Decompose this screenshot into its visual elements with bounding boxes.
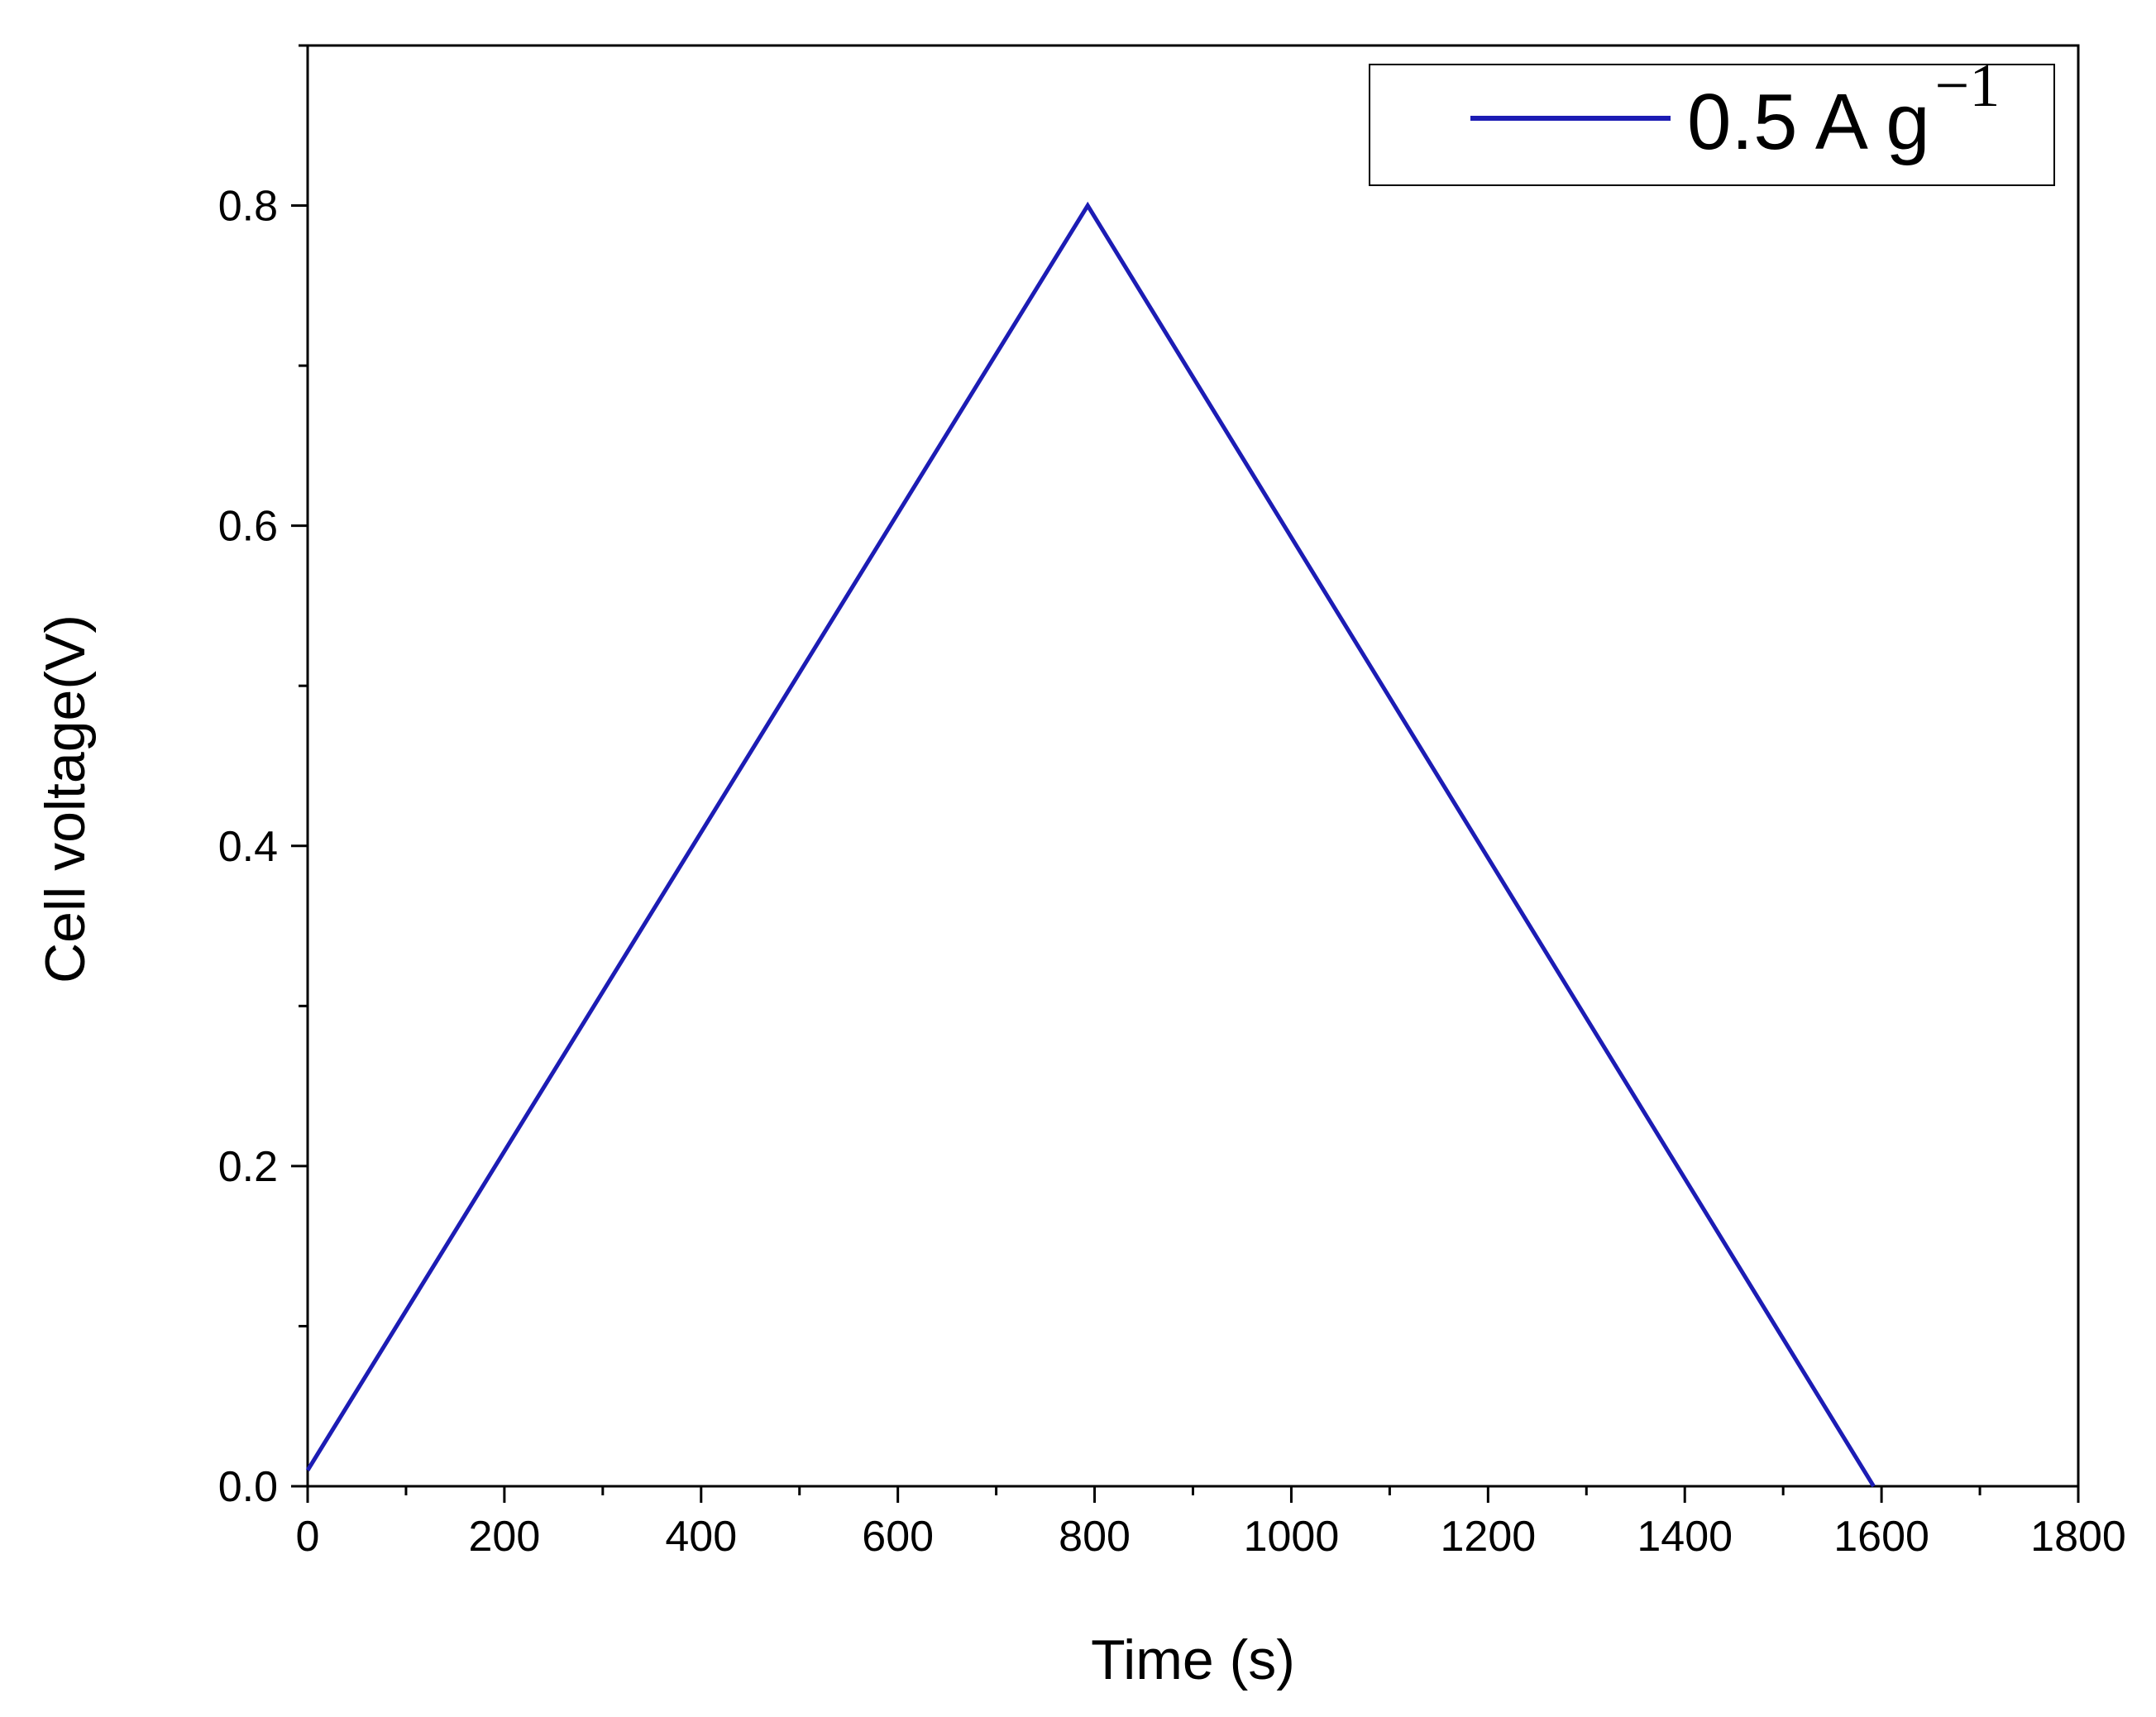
x-tick-label: 1200: [1440, 1513, 1536, 1561]
x-tick-label: 800: [1059, 1513, 1131, 1561]
x-tick-label: 1400: [1637, 1513, 1733, 1561]
x-tick-label: 600: [862, 1513, 934, 1561]
x-tick-label: 1000: [1244, 1513, 1340, 1561]
y-tick-label: 0.2: [218, 1143, 278, 1191]
y-tick-label: 0.0: [218, 1463, 278, 1511]
x-tick-label: 0: [296, 1513, 320, 1561]
legend: 0.5 A g−1: [1369, 52, 2055, 186]
legend-series-name: 0.5 A g: [1687, 78, 1930, 166]
x-tick-label: 200: [469, 1513, 541, 1561]
series-layer: [305, 201, 1876, 1488]
x-axis-title: Time (s): [1091, 1629, 1295, 1691]
x-tick-label: 1600: [1833, 1513, 1929, 1561]
legend-box: [1369, 64, 2055, 186]
y-tick-label: 0.4: [218, 823, 278, 871]
y-tick-label: 0.6: [218, 503, 278, 551]
x-tick-label: 1800: [2030, 1513, 2126, 1561]
legend-label: 0.5 A g−1: [1687, 52, 2000, 166]
y-tick-label: 0.8: [218, 183, 278, 231]
axis-ticks: 0 200 400 600 800 1000 1200 1400 1600 1800 0.0 0.2 0…: [218, 44, 2126, 1561]
x-tick-label: 400: [665, 1513, 737, 1561]
legend-series-superscript: −1: [1935, 52, 2001, 120]
series-line: [305, 201, 1876, 1488]
y-axis-title: Cell voltage(V): [34, 615, 97, 983]
